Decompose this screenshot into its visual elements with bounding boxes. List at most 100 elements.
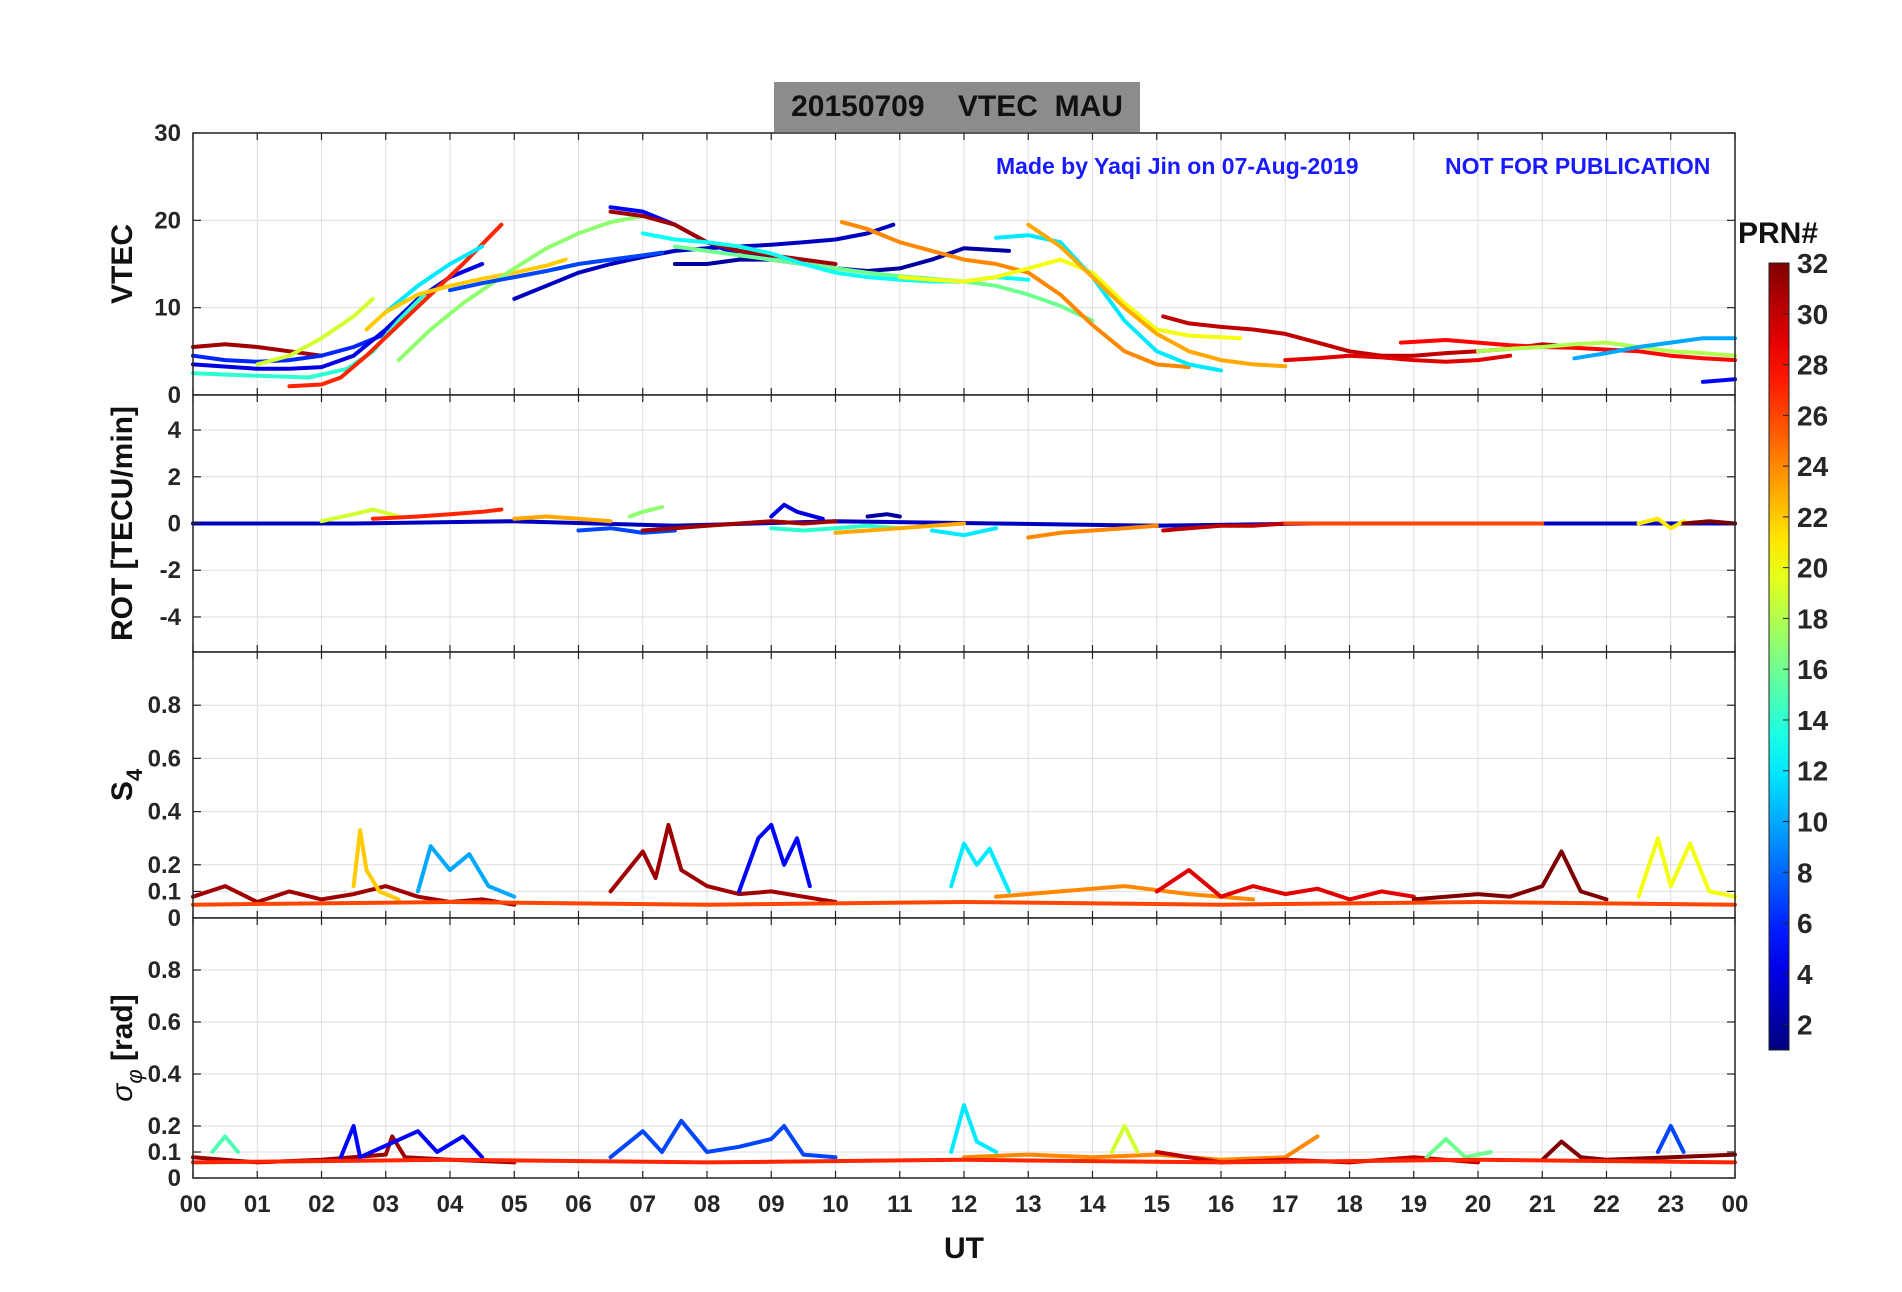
series-line-prn-12 — [994, 233, 1223, 373]
x-tick-label: 22 — [1593, 1191, 1620, 1218]
colorbar-tick-label: 20 — [1797, 553, 1828, 584]
y-tick-label: 0.2 — [148, 852, 181, 879]
series-line-prn-24 — [839, 220, 1191, 370]
y-tick-label: 20 — [154, 207, 181, 234]
y-tick-label: 0 — [168, 511, 181, 538]
series-line-prn-28 — [1398, 338, 1737, 363]
y-tick-label: 2 — [168, 464, 181, 491]
y-tick-label: 0 — [168, 382, 181, 409]
series-line-prn-7 — [576, 526, 677, 535]
series-line-prn-29 — [1283, 353, 1513, 364]
x-tick-label: 18 — [1336, 1191, 1363, 1218]
panel-sigma_phi: 00.10.2 0.4 0.6 0.8σφ [rad] — [106, 917, 1737, 1192]
y-tick-label: 0.1 — [148, 1139, 181, 1166]
series-line-prn-18 — [1476, 340, 1737, 358]
x-tick-marks — [192, 395, 1736, 652]
series-line-prn-24 — [962, 1134, 1320, 1162]
series-group — [191, 205, 1737, 389]
x-tick-label: 17 — [1272, 1191, 1299, 1218]
y-axis-label: VTEC — [106, 224, 139, 304]
series-line-prn-30 — [1161, 521, 1288, 533]
series-line-prn-7 — [448, 250, 664, 293]
series-line-prn-3 — [512, 222, 896, 301]
series-line-prn-7 — [608, 1118, 838, 1160]
x-tick-label: 00 — [180, 1191, 207, 1218]
y-tick-label: 0 — [168, 905, 181, 932]
colorbar-tick-label: 10 — [1797, 807, 1828, 838]
colorbar-tick-label: 16 — [1797, 654, 1828, 685]
series-line-prn-23 — [833, 521, 966, 535]
x-axis-group: 00 01 02 03 04 05 06 07 08 09 10 11 12 13 14 15 16 17 18 19… — [180, 1191, 1749, 1265]
colorbar-tick-label: 32 — [1797, 248, 1828, 279]
x-tick-label: 00 — [1722, 1191, 1749, 1218]
title-box — [774, 82, 1140, 132]
series-line-prn-10 — [1572, 336, 1737, 361]
series-line-prn-19 — [255, 296, 375, 367]
x-tick-marks — [192, 133, 1736, 395]
series-line-prn-23 — [1026, 222, 1288, 369]
y-axis-label-s4: S4 — [106, 768, 147, 801]
series-line-prn-19 — [1109, 1124, 1140, 1154]
x-tick-label: 19 — [1400, 1191, 1427, 1218]
series-line-prn-21 — [1636, 516, 1686, 531]
series-line-prn-4 — [769, 502, 825, 521]
series-line-prn-26 — [191, 900, 1737, 907]
series-line-prn-31 — [191, 342, 324, 358]
series-line-prn-32 — [1411, 849, 1609, 902]
series-line-prn-20 — [1636, 836, 1737, 899]
series-line-prn-15 — [210, 1134, 240, 1154]
series-line-prn-32 — [1681, 519, 1737, 526]
series-line-prn-31 — [608, 822, 838, 904]
x-tick-label: 16 — [1208, 1191, 1235, 1218]
colorbar-tick-label: 22 — [1797, 502, 1828, 533]
series-line-prn-24 — [994, 884, 1256, 902]
x-tick-label: 12 — [951, 1191, 978, 1218]
x-axis-label: UT — [944, 1232, 984, 1265]
colorbar-tick-label: 28 — [1797, 350, 1828, 381]
x-tick-label: 04 — [437, 1191, 464, 1218]
colorbar-tick-label: 6 — [1797, 908, 1813, 939]
series-line-prn-14 — [769, 523, 902, 533]
series-line-prn-7 — [1655, 1124, 1686, 1154]
colorbar-tick-label: 30 — [1797, 299, 1828, 330]
colorbar-tick-label: 2 — [1797, 1010, 1813, 1041]
x-tick-label: 23 — [1657, 1191, 1684, 1218]
series-line-prn-23 — [512, 514, 613, 524]
series-line-prn-10 — [415, 844, 517, 899]
series-line-prn-17 — [627, 505, 664, 519]
x-tick-label: 03 — [372, 1191, 399, 1218]
y-tick-label: 0.6 — [148, 1009, 181, 1036]
y-tick-label: 4 — [168, 417, 182, 444]
chart-title: 20150709 VTEC MAU — [791, 90, 1123, 123]
series-line-prn-22 — [351, 828, 401, 902]
y-axis-label: σφ [rad] — [106, 994, 147, 1101]
colorbar-tick-label: 12 — [1797, 756, 1828, 787]
series-line-prn-12 — [929, 526, 999, 538]
panel-s4: 00.10.2 0.4 0.6 0.8 S4 — [106, 651, 1737, 932]
x-tick-label: 08 — [694, 1191, 721, 1218]
y-tick-label: 0.4 — [148, 799, 182, 826]
y-tick-label: -4 — [160, 604, 182, 631]
series-line-prn-16 — [672, 244, 1095, 323]
y-tick-label: 0.2 — [148, 1113, 181, 1140]
panel-rot: -4 -2 0 2 4 ROT [TECU/min] — [106, 394, 1737, 653]
x-tick-label: 14 — [1079, 1191, 1106, 1218]
x-tick-marks — [192, 652, 1736, 918]
series-line-prn-31 — [608, 209, 838, 266]
y-tick-label: 0.4 — [148, 1061, 182, 1088]
series-line-prn-12 — [949, 1103, 999, 1154]
series-group — [191, 1103, 1737, 1165]
series-line-prn-5 — [1700, 377, 1737, 384]
y-tick-label: 0.8 — [148, 957, 181, 984]
y-tick-label: 0.8 — [148, 692, 181, 719]
y-tick-label: 0.1 — [148, 878, 181, 905]
x-tick-label: 01 — [244, 1191, 271, 1218]
series-line-prn-5 — [737, 822, 812, 894]
series-line-prn-31 — [640, 519, 838, 533]
y-tick-label: 0.6 — [148, 745, 181, 772]
series-line-prn-20 — [897, 257, 1243, 341]
x-tick-label: 07 — [629, 1191, 656, 1218]
